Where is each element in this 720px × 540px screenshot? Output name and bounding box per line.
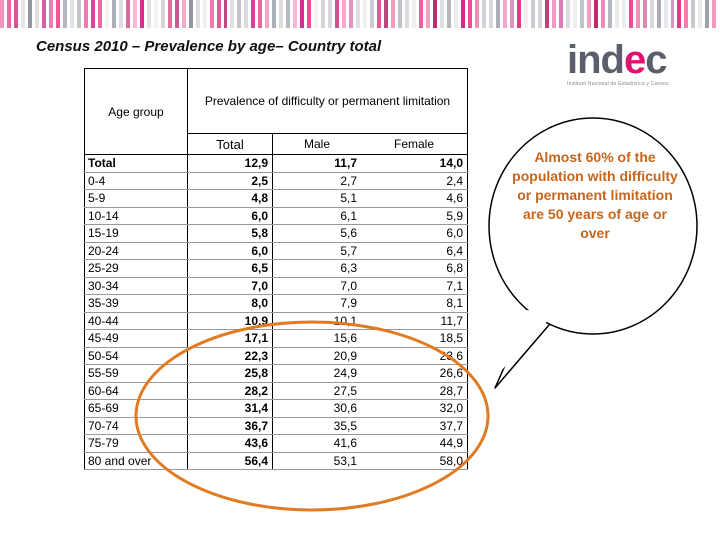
total-cell: 31,4 bbox=[187, 399, 273, 418]
male-cell: 11,7 bbox=[272, 154, 361, 173]
male-cell: 15,6 bbox=[272, 329, 361, 348]
male-cell: 5,7 bbox=[272, 242, 361, 260]
table-row: 10-14 6,0 6,1 5,9 bbox=[84, 207, 468, 225]
male-cell: 30,6 bbox=[272, 399, 361, 418]
table-row: Total 12,9 11,7 14,0 bbox=[84, 154, 468, 173]
age-cell: 60-64 bbox=[84, 382, 188, 400]
male-cell: 7,9 bbox=[272, 294, 361, 313]
male-cell: 41,6 bbox=[272, 434, 361, 453]
table-row: 75-79 43,6 41,6 44,9 bbox=[84, 434, 468, 453]
male-cell: 6,3 bbox=[272, 259, 361, 278]
age-cell: 25-29 bbox=[84, 259, 188, 278]
age-cell: 40-44 bbox=[84, 312, 188, 330]
male-cell: 53,1 bbox=[272, 452, 361, 470]
age-cell: 75-79 bbox=[84, 434, 188, 453]
table-row: 15-19 5,8 5,6 6,0 bbox=[84, 224, 468, 243]
male-cell: 27,5 bbox=[272, 382, 361, 400]
total-cell: 25,8 bbox=[187, 364, 273, 383]
total-column-header: Total bbox=[187, 133, 273, 155]
table-row: 0-4 2,5 2,7 2,4 bbox=[84, 172, 468, 190]
female-cell: 4,6 bbox=[361, 189, 468, 208]
age-cell: 10-14 bbox=[84, 207, 188, 225]
total-cell: 12,9 bbox=[187, 154, 273, 173]
female-cell: 32,0 bbox=[361, 399, 468, 418]
table-row: 25-29 6,5 6,3 6,8 bbox=[84, 259, 468, 278]
female-cell: 8,1 bbox=[361, 294, 468, 313]
age-cell: 5-9 bbox=[84, 189, 188, 208]
total-cell: 8,0 bbox=[187, 294, 273, 313]
male-cell: 20,9 bbox=[272, 347, 361, 365]
age-cell: 55-59 bbox=[84, 364, 188, 383]
female-cell: 5,9 bbox=[361, 207, 468, 225]
female-cell: 14,0 bbox=[361, 154, 468, 173]
total-cell: 4,8 bbox=[187, 189, 273, 208]
age-cell: 0-4 bbox=[84, 172, 188, 190]
indec-logo: indec Instituto Nacional de Estadística … bbox=[567, 40, 679, 87]
female-cell: 2,4 bbox=[361, 172, 468, 190]
age-cell: 20-24 bbox=[84, 242, 188, 260]
total-cell: 56,4 bbox=[187, 452, 273, 470]
table-row: 20-24 6,0 5,7 6,4 bbox=[84, 242, 468, 260]
total-cell: 10,9 bbox=[187, 312, 273, 330]
slide-title: Census 2010 – Prevalence by age– Country… bbox=[36, 38, 382, 55]
total-cell: 6,0 bbox=[187, 242, 273, 260]
total-cell: 2,5 bbox=[187, 172, 273, 190]
female-cell: 58,0 bbox=[361, 452, 468, 470]
prevalence-header: Prevalence of difficulty or permanent li… bbox=[187, 68, 468, 134]
highlight-ellipse bbox=[134, 320, 490, 512]
table-body: Total 12,9 11,7 14,0 0-4 2,5 2,7 2,4 5-9 4,8 5,1 4,… bbox=[84, 154, 468, 470]
total-cell: 22,3 bbox=[187, 347, 273, 365]
age-cell: 45-49 bbox=[84, 329, 188, 348]
prevalence-table: Age group Prevalence of difficulty or pe… bbox=[84, 68, 468, 470]
male-cell: 5,6 bbox=[272, 224, 361, 243]
female-cell: 6,4 bbox=[361, 242, 468, 260]
male-cell: 2,7 bbox=[272, 172, 361, 190]
total-cell: 43,6 bbox=[187, 434, 273, 453]
table-row: 60-64 28,2 27,5 28,7 bbox=[84, 382, 468, 400]
total-cell: 6,5 bbox=[187, 259, 273, 278]
female-cell: 44,9 bbox=[361, 434, 468, 453]
age-cell: 35-39 bbox=[84, 294, 188, 313]
total-cell: 36,7 bbox=[187, 417, 273, 435]
table-row: 40-44 10,9 10,1 11,7 bbox=[84, 312, 468, 330]
male-cell: 7,0 bbox=[272, 277, 361, 295]
table-row: 35-39 8,0 7,9 8,1 bbox=[84, 294, 468, 313]
female-cell: 6,8 bbox=[361, 259, 468, 278]
table-row: 80 and over 56,4 53,1 58,0 bbox=[84, 452, 468, 470]
female-cell: 37,7 bbox=[361, 417, 468, 435]
total-cell: 28,2 bbox=[187, 382, 273, 400]
decorative-stripe-band bbox=[0, 0, 720, 28]
male-cell: 35,5 bbox=[272, 417, 361, 435]
total-cell: 6,0 bbox=[187, 207, 273, 225]
total-cell: 17,1 bbox=[187, 329, 273, 348]
total-cell: 7,0 bbox=[187, 277, 273, 295]
female-cell: 6,0 bbox=[361, 224, 468, 243]
callout-text: Almost 60% of the population with diffic… bbox=[512, 149, 678, 241]
table-row: 30-34 7,0 7,0 7,1 bbox=[84, 277, 468, 295]
age-cell: Total bbox=[84, 154, 188, 173]
male-column-header: Male bbox=[272, 133, 361, 155]
age-cell: 15-19 bbox=[84, 224, 188, 243]
logo-subtitle: Instituto Nacional de Estadística y Cens… bbox=[567, 81, 669, 87]
female-cell: 28,7 bbox=[361, 382, 468, 400]
table-row: 5-9 4,8 5,1 4,6 bbox=[84, 189, 468, 208]
callout-bubble bbox=[488, 117, 698, 335]
age-cell: 30-34 bbox=[84, 277, 188, 295]
male-cell: 5,1 bbox=[272, 189, 361, 208]
logo-wordmark: indec bbox=[567, 38, 667, 82]
female-cell: 11,7 bbox=[361, 312, 468, 330]
male-cell: 6,1 bbox=[272, 207, 361, 225]
age-cell: 50-54 bbox=[84, 347, 188, 365]
total-cell: 5,8 bbox=[187, 224, 273, 243]
table-row: 55-59 25,8 24,9 26,6 bbox=[84, 364, 468, 383]
age-group-header: Age group bbox=[84, 68, 188, 155]
female-cell: 7,1 bbox=[361, 277, 468, 295]
male-cell: 24,9 bbox=[272, 364, 361, 383]
female-column-header: Female bbox=[361, 133, 468, 155]
female-cell: 26,6 bbox=[361, 364, 468, 383]
